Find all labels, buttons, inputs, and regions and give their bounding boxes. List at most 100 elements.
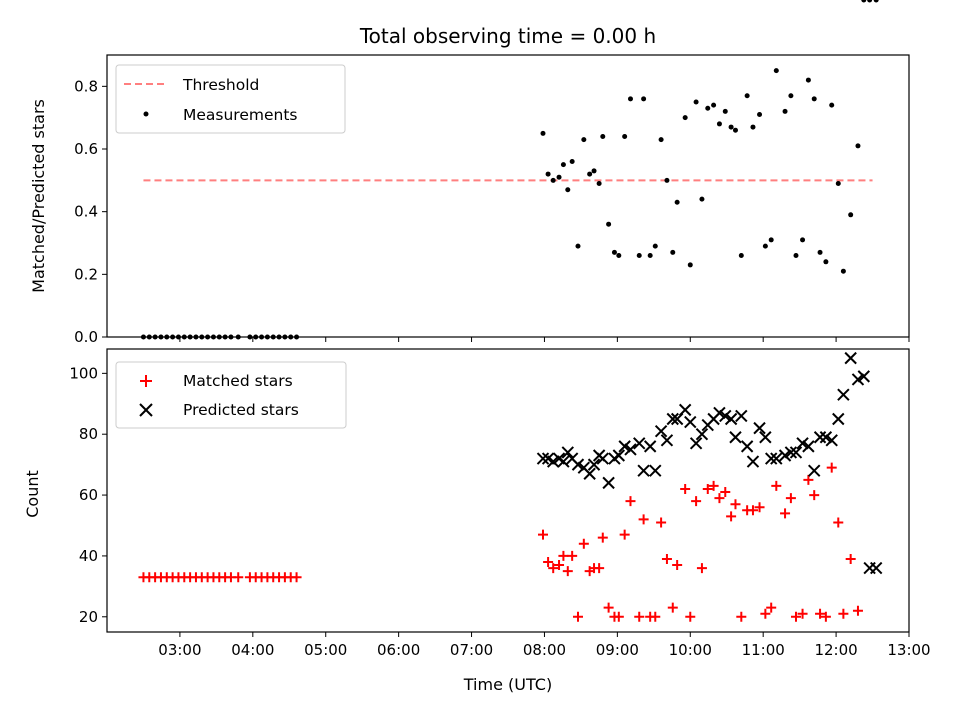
x-axis-label: Time (UTC) bbox=[463, 675, 552, 694]
ratio-plot-frame bbox=[106, 54, 910, 338]
predicted-star-marker bbox=[832, 412, 845, 426]
measurement-point bbox=[782, 108, 788, 114]
measurement-point bbox=[222, 334, 228, 340]
measurement-point bbox=[175, 334, 181, 340]
matched-star-marker bbox=[613, 611, 624, 622]
x-tick-label: 04:00 bbox=[231, 641, 274, 659]
y-tick-label: 60 bbox=[79, 486, 98, 504]
x-tick-label: 03:00 bbox=[158, 641, 201, 659]
measurement-point bbox=[288, 334, 294, 340]
matched-star-marker bbox=[771, 480, 782, 491]
matched-star-marker bbox=[780, 508, 791, 519]
measurement-point bbox=[187, 334, 193, 340]
predicted-star-marker bbox=[546, 455, 560, 468]
predicted-star-marker bbox=[536, 452, 550, 465]
matched-star-marker bbox=[594, 563, 605, 574]
matched-star-marker bbox=[656, 517, 667, 528]
measurement-point bbox=[569, 159, 575, 165]
measurement-point bbox=[829, 102, 835, 108]
measurement-point bbox=[658, 137, 664, 143]
predicted-star-marker bbox=[808, 464, 821, 477]
predicted-star-marker bbox=[857, 370, 871, 383]
x-tick-label: 05:00 bbox=[304, 641, 347, 659]
measurement-point bbox=[716, 121, 722, 127]
y-tick-label: 20 bbox=[79, 608, 98, 626]
matched-star-marker bbox=[634, 611, 645, 622]
predicted-star-marker bbox=[587, 458, 601, 471]
predicted-star-marker bbox=[689, 437, 703, 450]
matched-star-marker bbox=[760, 608, 771, 619]
x-tick-label: 08:00 bbox=[523, 641, 566, 659]
matched-star-marker bbox=[572, 611, 583, 622]
count-plot-frame bbox=[106, 348, 910, 633]
predicted-star-marker bbox=[618, 440, 631, 453]
measurement-point bbox=[738, 253, 744, 259]
predicted-star-marker bbox=[695, 427, 709, 441]
measurement-point bbox=[270, 334, 276, 340]
measurement-point bbox=[596, 180, 602, 186]
matched-star-marker bbox=[661, 553, 672, 564]
measurement-point bbox=[693, 99, 699, 105]
measurement-point bbox=[152, 334, 158, 340]
predicted-star-marker bbox=[596, 452, 609, 465]
threshold-legend-label: Threshold bbox=[182, 76, 259, 94]
x-tick-label: 10:00 bbox=[669, 641, 712, 659]
matched-star-marker bbox=[548, 563, 559, 574]
measurement-point bbox=[216, 334, 222, 340]
measurement-point bbox=[722, 108, 728, 114]
measurement-point bbox=[575, 243, 581, 249]
measurement-point bbox=[210, 334, 216, 340]
matched-legend-swatch bbox=[140, 375, 152, 387]
matched-star-marker bbox=[603, 602, 614, 613]
y-tick-label: 80 bbox=[79, 425, 98, 443]
predicted-star-marker bbox=[624, 443, 637, 456]
matched-star-marker bbox=[562, 566, 573, 577]
matched-legend-label: Matched stars bbox=[183, 372, 293, 390]
y-tick-label: 40 bbox=[79, 547, 98, 565]
predicted-legend-label: Predicted stars bbox=[183, 401, 299, 419]
predicted-star-marker bbox=[719, 409, 732, 423]
predicted-star-marker bbox=[784, 446, 798, 459]
measurement-point bbox=[867, 0, 873, 3]
predicted-star-marker bbox=[778, 449, 792, 462]
measurement-point bbox=[276, 334, 282, 340]
predicted-star-marker bbox=[643, 440, 657, 453]
matched-star-marker bbox=[852, 605, 863, 616]
matched-star-marker bbox=[578, 538, 589, 549]
measurement-point bbox=[711, 102, 717, 108]
predicted-star-marker bbox=[753, 421, 766, 435]
matched-star-marker bbox=[680, 483, 691, 494]
measurement-point bbox=[732, 127, 738, 133]
measurement-point bbox=[560, 162, 566, 168]
measurement-point bbox=[705, 105, 711, 111]
x-tick-label: 06:00 bbox=[377, 641, 420, 659]
predicted-star-marker bbox=[746, 455, 760, 468]
measurement-point bbox=[170, 334, 176, 340]
matched-star-marker bbox=[650, 611, 661, 622]
y-tick-label: 0.4 bbox=[74, 203, 98, 221]
measurement-point bbox=[823, 259, 829, 265]
predicted-star-marker bbox=[654, 424, 668, 438]
measurement-point bbox=[788, 93, 794, 99]
measurement-point bbox=[762, 243, 768, 249]
predicted-star-marker bbox=[713, 406, 726, 420]
y-tick-label: 100 bbox=[69, 364, 98, 382]
measurement-point bbox=[674, 199, 680, 205]
predicted-star-marker bbox=[561, 446, 574, 459]
x-tick-label: 07:00 bbox=[450, 641, 493, 659]
ratio-legend-box bbox=[115, 64, 346, 134]
predicted-star-marker bbox=[583, 467, 596, 480]
measurements-legend-swatch bbox=[143, 111, 149, 117]
matched-star-marker bbox=[845, 553, 856, 564]
predicted-star-marker bbox=[602, 476, 615, 490]
matched-star-marker bbox=[815, 608, 826, 619]
matched-star-marker bbox=[672, 560, 683, 571]
matched-star-marker bbox=[766, 602, 777, 613]
predicted-star-marker bbox=[735, 409, 748, 423]
matched-star-marker bbox=[797, 608, 808, 619]
measurement-point bbox=[247, 334, 253, 340]
predicted-star-marker bbox=[789, 446, 803, 459]
predicted-star-marker bbox=[729, 431, 742, 444]
measurement-point bbox=[181, 334, 187, 340]
matched-star-marker bbox=[685, 611, 696, 622]
